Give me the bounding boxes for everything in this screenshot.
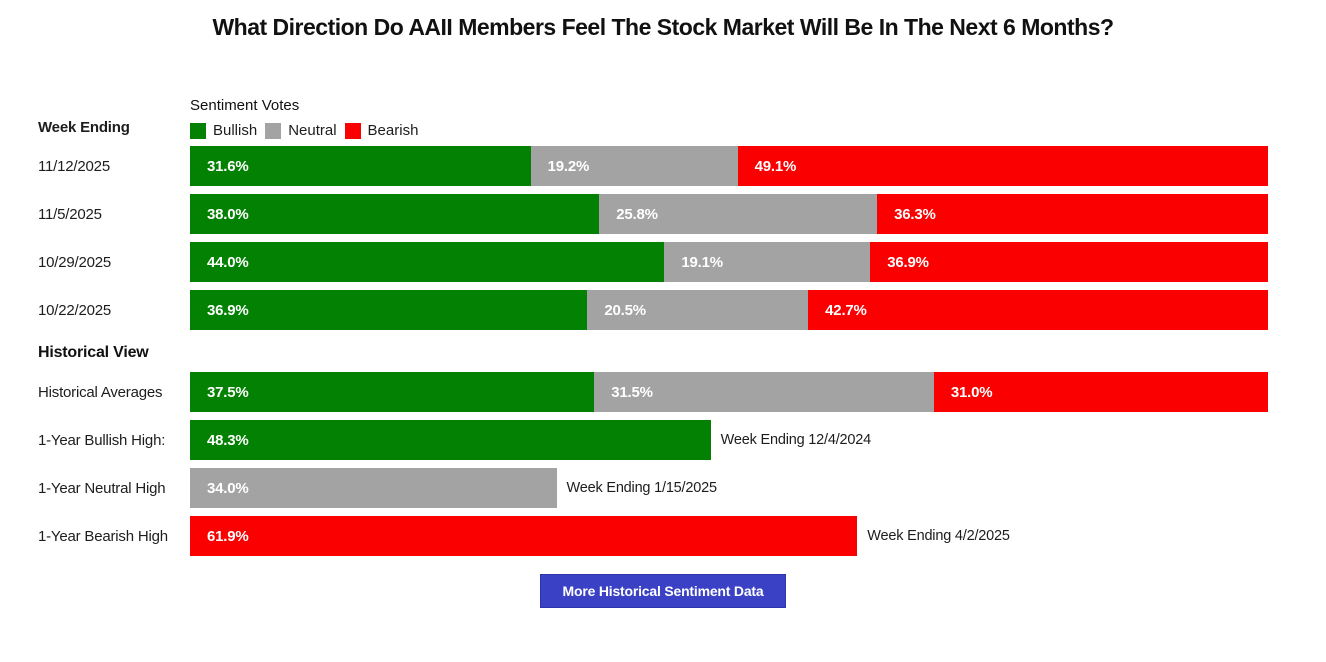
neutral-swatch-icon — [265, 122, 282, 139]
bar-segment-bullish: 48.3% — [190, 420, 711, 460]
bar-value: 61.9% — [207, 527, 249, 545]
bar-segment-bullish: 37.5% — [190, 372, 595, 412]
week-label: 10/22/2025 — [38, 301, 112, 319]
week-row: 11/12/2025 31.6% 19.2% 49.1% — [38, 146, 1326, 186]
page-title: What Direction Do AAII Members Feel The … — [212, 14, 1114, 40]
bar-segment-bearish: 42.7% — [808, 290, 1268, 330]
legend-label: Neutral — [288, 122, 337, 139]
bar-value: 19.1% — [681, 253, 723, 271]
legend-item-bearish: Bearish — [344, 122, 419, 139]
bar-segment-bullish: 31.6% — [190, 146, 531, 186]
bar-segment-bearish: 61.9% — [190, 516, 858, 556]
week-label: 11/12/2025 — [38, 157, 110, 175]
historical-averages-label: Historical Averages — [38, 383, 163, 401]
legend-block: Sentiment Votes Bullish Neutral Beari — [190, 97, 426, 139]
bar-value: 20.5% — [604, 301, 646, 319]
button-container: More Historical Sentiment Data — [0, 574, 1326, 608]
week-label: 10/29/2025 — [38, 253, 112, 271]
historical-averages-row: Historical Averages 37.5% 31.5% 31.0% — [38, 372, 1326, 412]
bar-value: 34.0% — [207, 479, 249, 497]
bar-segment-neutral: 19.1% — [664, 242, 871, 282]
bar-value: 19.2% — [547, 157, 590, 175]
week-row: 10/29/2025 44.0% 19.1% 36.9% — [38, 242, 1326, 282]
sentiment-votes-label: Sentiment Votes — [190, 97, 300, 114]
bar-segment-bearish: 36.3% — [877, 194, 1268, 234]
bullish-high-annotation: Week Ending 12/4/2024 — [720, 432, 872, 448]
sentiment-survey-page: What Direction Do AAII Members Feel The … — [0, 14, 1326, 662]
bar-value: 36.3% — [894, 205, 936, 223]
week-row: 10/22/2025 36.9% 20.5% 42.7% — [38, 290, 1326, 330]
more-historical-data-button[interactable]: More Historical Sentiment Data — [539, 574, 787, 608]
bar-value: 49.1% — [754, 157, 797, 175]
legend-item-neutral: Neutral — [265, 122, 337, 139]
bar-segment-neutral: 20.5% — [587, 290, 809, 330]
bar-value: 36.9% — [207, 301, 249, 319]
bearish-high-row: 1-Year Bearish High 61.9% Week Ending 4/… — [38, 516, 1326, 556]
bearish-high-label: 1-Year Bearish High — [38, 527, 168, 545]
neutral-high-row: 1-Year Neutral High 34.0% Week Ending 1/… — [38, 468, 1326, 508]
bar-value: 31.6% — [207, 157, 249, 175]
bar-segment-neutral: 31.5% — [594, 372, 934, 412]
bar-value: 36.9% — [887, 253, 929, 271]
neutral-high-annotation: Week Ending 1/15/2025 — [566, 480, 718, 496]
bar-segment-bearish: 31.0% — [933, 372, 1268, 412]
bar-segment-bullish: 36.9% — [190, 290, 588, 330]
bullish-swatch-icon — [190, 122, 206, 139]
week-label: 11/5/2025 — [38, 205, 102, 223]
sentiment-chart: Week Ending Sentiment Votes Bullish Neut… — [38, 97, 1326, 556]
bar-value: 31.0% — [950, 383, 993, 401]
legend-item-bullish: Bullish — [190, 122, 257, 139]
bullish-high-row: 1-Year Bullish High: 48.3% Week Ending 1… — [38, 420, 1326, 460]
chart-legend: Bullish Neutral Bearish — [190, 122, 426, 139]
bar-segment-bearish: 49.1% — [737, 146, 1268, 186]
bar-value: 44.0% — [207, 253, 249, 271]
legend-label: Bearish — [367, 122, 419, 139]
bar-segment-neutral: 34.0% — [190, 468, 557, 508]
bar-segment-bullish: 38.0% — [190, 194, 600, 234]
bar-value: 48.3% — [207, 431, 249, 449]
bar-segment-neutral: 19.2% — [530, 146, 738, 186]
bar-value: 42.7% — [825, 301, 867, 319]
bullish-high-label: 1-Year Bullish High: — [38, 431, 166, 449]
week-row: 11/5/2025 38.0% 25.8% 36.3% — [38, 194, 1326, 234]
week-ending-heading: Week Ending — [38, 119, 130, 136]
historical-view-heading: Historical View — [38, 344, 149, 361]
bar-segment-bullish: 44.0% — [190, 242, 665, 282]
bar-segment-neutral: 25.8% — [599, 194, 878, 234]
bearish-swatch-icon — [344, 122, 361, 139]
bar-segment-bearish: 36.9% — [870, 242, 1268, 282]
neutral-high-label: 1-Year Neutral High — [38, 479, 166, 497]
bar-value: 38.0% — [207, 205, 249, 223]
bar-value: 25.8% — [616, 205, 658, 223]
legend-label: Bullish — [213, 122, 258, 139]
bearish-high-annotation: Week Ending 4/2/2025 — [867, 528, 1010, 544]
chart-header: Week Ending Sentiment Votes Bullish Neut… — [38, 97, 1326, 139]
bar-value: 37.5% — [207, 383, 249, 401]
bar-value: 31.5% — [611, 383, 653, 401]
